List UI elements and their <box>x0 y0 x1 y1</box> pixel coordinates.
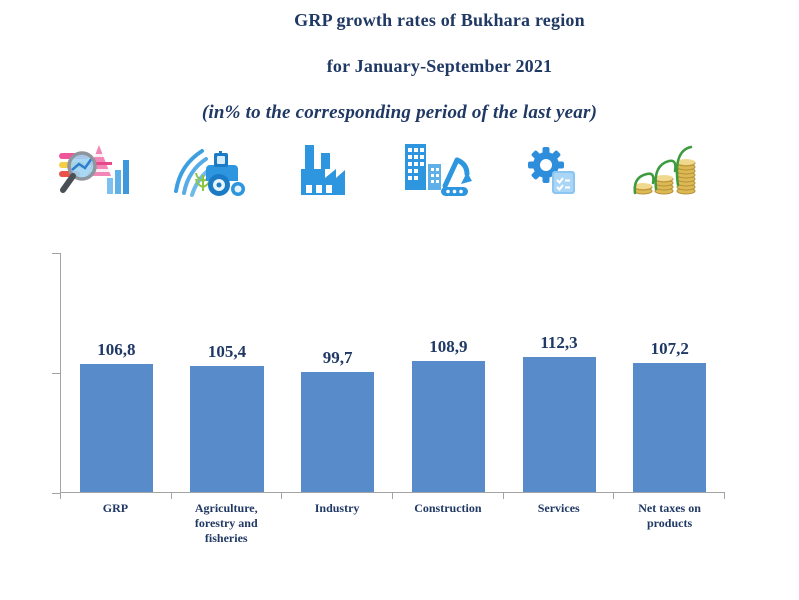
bar-column: 112,3 <box>504 253 615 492</box>
chart-title-line1: GRP growth rates of Bukhara region <box>294 10 585 30</box>
bar-column: 108,9 <box>393 253 504 492</box>
bar <box>411 361 485 492</box>
bar-column: 107,2 <box>614 253 725 492</box>
x-axis-tick <box>60 493 61 499</box>
category-label: Services <box>537 501 580 515</box>
icon-cell-grp <box>38 140 152 200</box>
category-label: Construction <box>414 501 482 515</box>
x-axis-tick <box>724 493 725 499</box>
bar-column: 106,8 <box>61 253 172 492</box>
bar-value-label: 105,4 <box>207 341 247 361</box>
bars-track: 106,8 105,4 99,7 108,9 112,3 107,2 <box>61 253 725 492</box>
chart-title-block: GRP growth rates of Bukhara region for J… <box>0 10 799 124</box>
icon-cell-industry <box>266 141 380 199</box>
icon-cell-construction <box>380 140 494 200</box>
category-label: GRP <box>102 501 129 515</box>
bar <box>522 357 596 492</box>
chart-title-line2: for January-September 2021 <box>326 56 553 76</box>
y-axis-tick <box>52 253 60 254</box>
bar <box>190 365 264 492</box>
y-axis-tick <box>52 373 60 374</box>
services-gear-icon <box>520 141 582 199</box>
category-label: Net taxes on products <box>638 501 701 530</box>
bar <box>79 363 153 492</box>
category-labels-row: GRP Agriculture, forestry and fisheries In… <box>60 501 725 546</box>
y-axis-tick <box>52 493 60 494</box>
category-label: Agriculture, forestry and fisheries <box>194 501 258 545</box>
taxes-coins-icon <box>629 141 701 199</box>
x-axis-tick <box>281 493 283 499</box>
industry-factory-icon <box>295 141 351 199</box>
bar <box>633 363 707 492</box>
agriculture-tractor-icon <box>172 141 246 199</box>
category-label: Industry <box>314 501 360 515</box>
x-axis-tick <box>392 493 393 499</box>
bar-column: 99,7 <box>282 253 393 492</box>
bar-value-label: 107,2 <box>650 339 689 359</box>
bar-value-label: 108,9 <box>429 337 468 357</box>
x-axis-tick <box>613 493 615 499</box>
bar <box>301 372 375 492</box>
bar-column: 105,4 <box>172 253 283 492</box>
sector-icons-row <box>38 138 722 202</box>
icon-cell-taxes <box>608 141 722 199</box>
x-axis-tick <box>170 493 172 499</box>
x-axis-tick <box>502 493 504 499</box>
bar-value-label: 106,8 <box>97 339 136 359</box>
chart-title-line3: (in% to the corresponding period of the … <box>201 102 598 123</box>
construction-excavator-icon <box>401 140 473 200</box>
analytics-magnifier-icon <box>57 140 133 200</box>
icon-cell-agriculture <box>152 141 266 199</box>
bar-value-label: 112,3 <box>540 333 578 353</box>
plot-area: 106,8 105,4 99,7 108,9 112,3 107,2 <box>52 253 725 499</box>
bar-value-label: 99,7 <box>322 348 353 368</box>
icon-cell-services <box>494 141 608 199</box>
